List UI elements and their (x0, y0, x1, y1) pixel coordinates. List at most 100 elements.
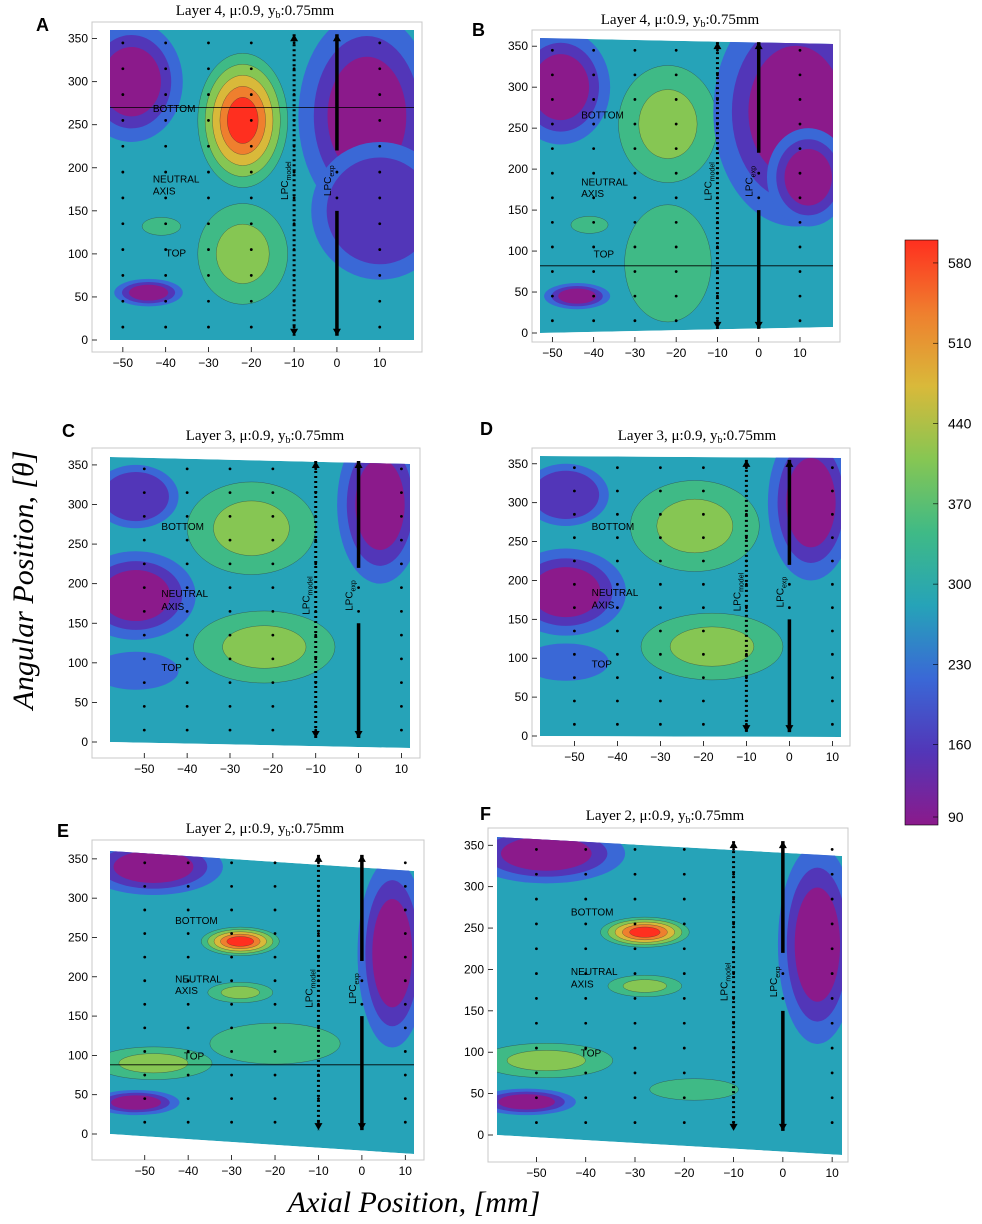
y-tick-label: 250 (508, 121, 528, 135)
lpc-exp-label: LPCexp (345, 580, 358, 611)
data-point (830, 1046, 834, 1050)
annotation-neutral: NEUTRAL (161, 589, 208, 600)
data-point (143, 1002, 147, 1006)
contour-low-d-4-1 (540, 470, 600, 519)
data-point (788, 606, 791, 610)
data-point (249, 299, 253, 303)
data-point (584, 1021, 588, 1025)
y-tick-label: 350 (508, 39, 528, 53)
plot-frame (91, 21, 423, 353)
data-point (584, 897, 588, 901)
data-point (273, 1120, 277, 1124)
data-point (142, 467, 146, 471)
x-tick-label: 0 (355, 762, 362, 776)
data-point (592, 147, 596, 151)
colorbar-tick-label: 510 (948, 335, 972, 351)
data-point (228, 491, 232, 495)
data-point (271, 491, 275, 495)
data-point (659, 606, 662, 610)
data-point (400, 514, 403, 518)
x-tick-label: 0 (755, 346, 762, 360)
data-point (633, 897, 637, 901)
data-point (271, 681, 275, 685)
data-point (185, 467, 189, 471)
data-point (633, 270, 637, 273)
y-tick-label: 50 (75, 1088, 89, 1102)
data-point (616, 489, 619, 493)
data-point (403, 1026, 407, 1030)
data-point (403, 884, 407, 888)
data-point (798, 122, 802, 126)
data-point (186, 1026, 190, 1030)
data-point (592, 98, 596, 101)
data-point (830, 897, 834, 901)
data-point (633, 220, 637, 224)
x-tick-label: 0 (780, 1166, 787, 1180)
data-point (550, 220, 554, 224)
data-point (121, 299, 125, 303)
data-point (207, 196, 210, 200)
x-tick-label: −40 (576, 1166, 597, 1180)
data-point (378, 222, 382, 226)
arrow-head-down (311, 731, 320, 739)
x-tick-label: −30 (625, 346, 646, 360)
data-point (716, 319, 719, 323)
data-point (378, 67, 382, 71)
data-point (830, 872, 834, 876)
annotation-top: TOP (594, 250, 615, 261)
x-tick-label: 10 (395, 762, 409, 776)
x-tick-label: −50 (134, 762, 155, 776)
y-tick-label: 250 (464, 921, 484, 935)
lpc-exp-label: LPCexp (745, 166, 758, 197)
annotation-axis: AXIS (581, 189, 604, 200)
data-point (186, 1002, 190, 1006)
data-point (716, 294, 719, 298)
data-point (682, 1071, 686, 1075)
data-point (682, 972, 686, 975)
y-tick-label: 200 (508, 573, 528, 587)
plot-frame (487, 827, 849, 1163)
data-point (249, 144, 253, 148)
data-point (674, 220, 678, 224)
y-tick-label: 50 (75, 290, 89, 304)
x-tick-label: −30 (220, 762, 241, 776)
contour-high-e-2-5 (118, 1053, 189, 1074)
data-point (249, 41, 253, 45)
arrow-head-down (314, 1123, 323, 1131)
y-tick-label: 150 (68, 204, 88, 218)
arrow-head-up (354, 460, 363, 468)
data-point (249, 67, 253, 71)
data-point (249, 325, 253, 329)
data-point (186, 979, 190, 983)
y-tick-label: 50 (471, 1087, 485, 1101)
data-point (121, 325, 125, 329)
x-tick-label: −40 (607, 750, 628, 764)
data-point (682, 1121, 686, 1124)
data-point (592, 122, 596, 126)
data-point (185, 609, 189, 613)
data-point (403, 861, 407, 865)
data-point (674, 245, 678, 249)
contour-low-c-3-2 (110, 651, 179, 690)
plot-frame (531, 29, 841, 343)
data-point (400, 681, 403, 685)
data-point (121, 119, 125, 122)
data-point (400, 609, 403, 613)
contour-low-f-5-0 (794, 887, 841, 1002)
data-point (616, 559, 619, 563)
contour-low-d-3-2 (540, 643, 609, 681)
data-point (228, 609, 232, 613)
data-point (584, 1096, 588, 1100)
data-point (584, 848, 588, 851)
data-point (142, 538, 146, 542)
data-point (830, 1121, 834, 1124)
y-tick-label: 200 (68, 577, 88, 591)
arrow-head-down (290, 328, 299, 336)
arrow-head-up (314, 854, 323, 862)
data-point (249, 222, 253, 226)
data-point (228, 467, 232, 471)
data-point (230, 908, 234, 912)
y-tick-label: 100 (508, 651, 528, 665)
data-point (584, 1121, 588, 1124)
data-point (121, 170, 125, 174)
